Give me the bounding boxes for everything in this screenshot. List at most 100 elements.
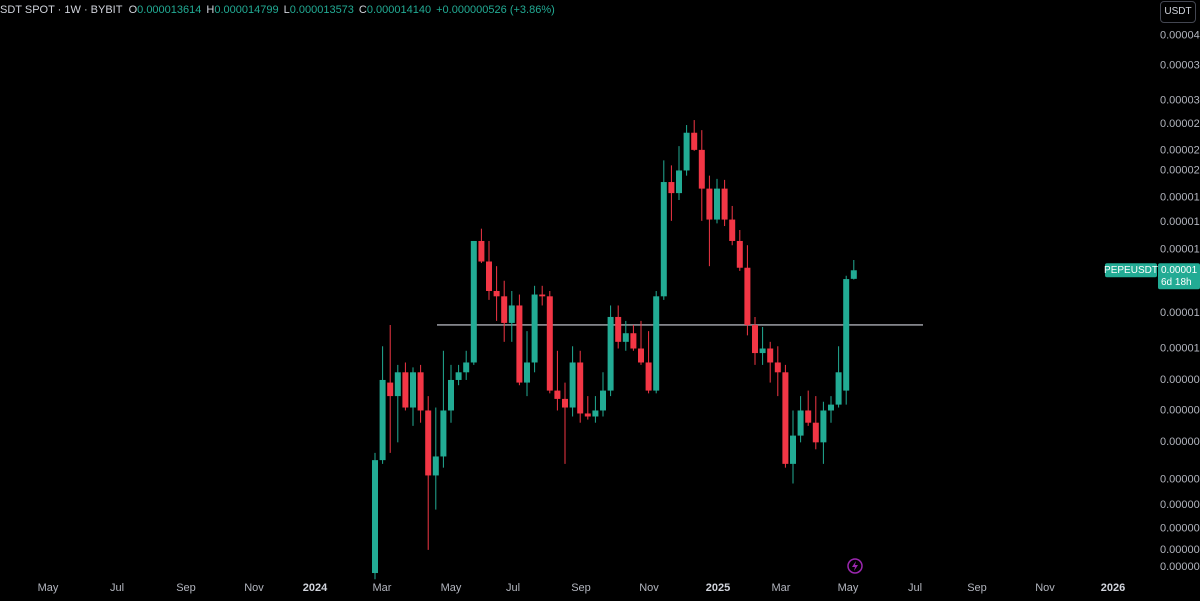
candle-body xyxy=(812,422,819,443)
candle-body xyxy=(425,410,432,476)
candle-body xyxy=(569,362,576,408)
candle-body xyxy=(782,372,789,464)
y-tick-label: 0.00001 xyxy=(1160,216,1200,228)
candle-body xyxy=(607,316,614,391)
price-tag-symbol: PEPEUSDT xyxy=(1104,265,1158,276)
x-tick-label: Sep xyxy=(967,582,987,594)
candle-body xyxy=(440,410,447,457)
candle-body xyxy=(394,372,401,397)
open-label: O xyxy=(128,4,138,16)
y-tick-label: 0.00002 xyxy=(1160,164,1200,176)
candle-body xyxy=(410,372,416,408)
candle-body xyxy=(698,149,705,189)
candle-body xyxy=(562,398,568,408)
candle-body xyxy=(463,362,470,373)
x-tick-label: Sep xyxy=(571,582,591,594)
x-tick-label: 2024 xyxy=(303,582,328,594)
candle-body xyxy=(820,410,827,443)
candle-body xyxy=(486,261,492,292)
candle-body xyxy=(668,182,675,194)
candle-body xyxy=(638,348,644,363)
candle-body xyxy=(531,294,538,363)
y-tick-label: 0.00000 xyxy=(1160,544,1200,556)
candle-body xyxy=(683,132,690,171)
candle-body xyxy=(630,333,637,349)
candle-body xyxy=(448,379,454,411)
x-tick-label: May xyxy=(38,582,59,594)
price-tag-countdown: 6d 18h xyxy=(1161,277,1192,288)
price-tag-price: 0.00001 xyxy=(1161,265,1198,276)
candle-body xyxy=(752,324,758,354)
close-value: 0.000014140 xyxy=(366,4,432,16)
candle-body xyxy=(645,362,652,391)
candle-body xyxy=(524,362,530,383)
low-label: L xyxy=(283,4,290,16)
y-tick-label: 0.00001 xyxy=(1160,192,1200,204)
high-value: 0.000014799 xyxy=(214,4,279,16)
candle-body xyxy=(615,316,622,342)
candle-body xyxy=(805,410,812,423)
candle-body xyxy=(387,382,394,397)
change: +0.000000526 (+3.86%) xyxy=(436,4,555,16)
candle-body xyxy=(843,279,850,391)
candle-body xyxy=(714,188,720,220)
candle-body xyxy=(767,348,774,363)
candle-body xyxy=(653,296,660,391)
candle-body xyxy=(501,296,508,323)
high-label: H xyxy=(206,4,215,16)
x-tick-label: May xyxy=(441,582,462,594)
candle-body xyxy=(539,294,546,297)
candle-body xyxy=(417,372,424,411)
y-tick-label: 0.00001 xyxy=(1160,307,1200,319)
candle-body xyxy=(706,188,713,220)
candle-body xyxy=(729,219,736,241)
candle-body xyxy=(478,240,485,262)
y-tick-label: 0.00000 xyxy=(1160,499,1200,511)
x-tick-label: 2026 xyxy=(1101,582,1125,594)
candle-body xyxy=(660,182,667,297)
y-tick-label: 0.00001 xyxy=(1160,342,1200,354)
y-tick-label: 0.00002 xyxy=(1160,145,1200,157)
candle-body xyxy=(676,170,682,194)
candle-body xyxy=(835,372,842,405)
candle-body xyxy=(493,291,500,297)
y-tick-label: 0.00003 xyxy=(1160,94,1200,106)
candle-body xyxy=(584,413,591,417)
candle-body xyxy=(797,410,804,436)
x-tick-label: Jul xyxy=(908,582,922,594)
x-tick-label: Mar xyxy=(373,582,392,594)
x-tick-label: Sep xyxy=(176,582,196,594)
candle-body xyxy=(455,372,462,380)
symbol: SDT SPOT · 1W · BYBIT xyxy=(0,4,123,16)
candle-body xyxy=(850,270,857,279)
y-tick-label: 0.00001 xyxy=(1160,243,1200,255)
x-tick-label: May xyxy=(838,582,859,594)
candle-body xyxy=(774,362,781,373)
open-value: 0.000013614 xyxy=(137,4,202,16)
lightning-icon xyxy=(847,558,863,574)
candle-body xyxy=(402,372,409,408)
x-tick-label: Nov xyxy=(244,582,264,594)
candle-body xyxy=(691,132,698,150)
candle-body xyxy=(546,296,553,391)
y-tick-label: 0.00000 xyxy=(1160,436,1200,448)
x-tick-label: Nov xyxy=(639,582,659,594)
candle-body xyxy=(759,348,766,354)
y-tick-label: 0.00000 xyxy=(1160,473,1200,485)
symbol-header: SDT SPOT · 1W · BYBIT O0.000013614 H0.000… xyxy=(0,4,560,16)
currency-button[interactable]: USDT xyxy=(1160,1,1196,23)
candle-body xyxy=(470,240,477,363)
candle-body xyxy=(577,362,584,414)
candle-body xyxy=(622,333,629,342)
candle-body xyxy=(372,460,378,574)
y-tick-label: 0.00000 xyxy=(1160,523,1200,535)
x-tick-label: Jul xyxy=(506,582,520,594)
close-label: C xyxy=(358,4,367,16)
y-tick-label: 0.00000 xyxy=(1160,374,1200,386)
candle-body xyxy=(721,188,728,220)
x-tick-label: Jul xyxy=(110,582,124,594)
y-tick-label: 0.00004 xyxy=(1160,29,1200,41)
price-tag-symbol-box xyxy=(1105,263,1157,278)
